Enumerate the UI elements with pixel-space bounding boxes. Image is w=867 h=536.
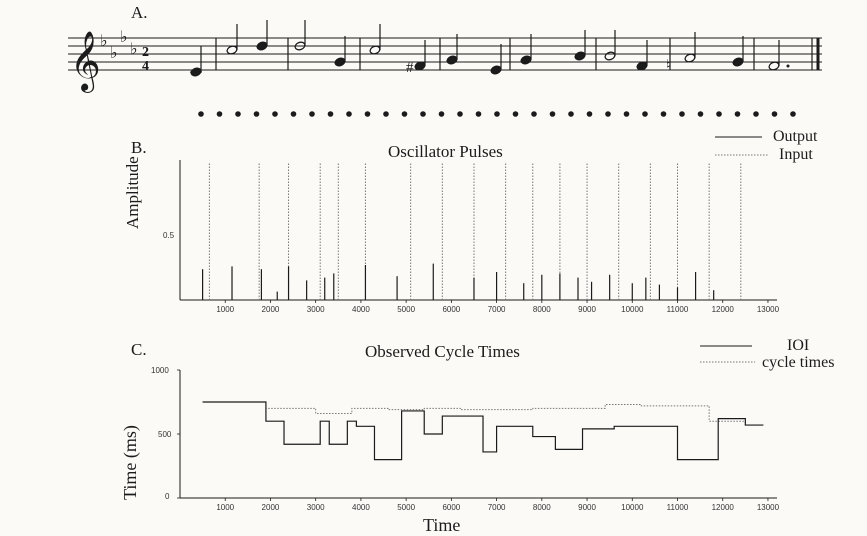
x-tick-label: 3000 <box>307 305 325 314</box>
beat-dot <box>734 111 741 117</box>
beat-dot <box>494 111 500 117</box>
x-tick-label: 13000 <box>757 305 780 314</box>
beat-dot <box>235 111 241 117</box>
beat-dot <box>512 111 519 117</box>
x-tick-label: 9000 <box>578 305 596 314</box>
x-tick-label: 2000 <box>262 503 280 512</box>
beat-dot <box>272 111 278 117</box>
x-tick-label: 11000 <box>667 503 689 512</box>
x-tick-label: 8000 <box>533 305 551 314</box>
beat-dot <box>679 111 685 117</box>
beat-dot <box>716 111 722 117</box>
panel-c-ytick-500: 500 <box>158 430 172 439</box>
beat-dot <box>642 111 648 117</box>
flat-sign: ♭ <box>120 29 128 46</box>
x-tick-label: 13000 <box>757 503 780 512</box>
x-tick-label: 4000 <box>352 503 370 512</box>
beat-dot <box>568 111 574 117</box>
beat-dot <box>198 111 204 117</box>
ioi-line <box>202 401 764 461</box>
beat-dot <box>790 111 796 117</box>
panel-c-title: Observed Cycle Times <box>365 342 520 361</box>
time-signature: 4 <box>142 59 149 74</box>
panel-c-xlabel: Time <box>423 515 461 535</box>
time-signature: 2 <box>142 45 149 60</box>
beat-dot <box>623 111 630 117</box>
beat-dot <box>531 111 537 117</box>
x-tick-label: 5000 <box>397 305 415 314</box>
flat-sign: ♭ <box>130 41 138 58</box>
panel-c-ytick-0: 0 <box>165 492 170 501</box>
x-tick-label: 8000 <box>533 503 551 512</box>
sharp-sign: # <box>406 60 414 76</box>
x-tick-label: 5000 <box>397 503 415 512</box>
beat-dot <box>771 111 778 117</box>
cycle-times-line <box>202 401 764 426</box>
beat-dot <box>216 111 223 117</box>
flat-sign: ♭ <box>110 45 118 62</box>
beat-dot <box>253 111 260 117</box>
beat-dot <box>660 111 667 117</box>
x-tick-label: 12000 <box>712 503 735 512</box>
beat-dot <box>605 111 611 117</box>
treble-clef: 𝄞 <box>70 31 101 93</box>
beat-dot <box>697 111 704 117</box>
beat-dot <box>586 111 593 117</box>
beat-dot <box>475 111 482 117</box>
beat-dot <box>327 111 334 117</box>
x-tick-label: 4000 <box>352 305 370 314</box>
x-tick-label: 7000 <box>488 503 506 512</box>
natural-sign: ♮ <box>666 58 671 74</box>
x-tick-label: 10000 <box>621 503 644 512</box>
legend-output-label: Output <box>773 128 818 145</box>
panel-a-label: A. <box>131 3 148 22</box>
beat-dot <box>401 111 408 117</box>
beat-dot <box>438 111 445 117</box>
panel-b-title: Oscillator Pulses <box>388 142 503 161</box>
beat-dot <box>549 111 556 117</box>
x-tick-label: 2000 <box>262 305 280 314</box>
legend-cycle-times-label: cycle times <box>762 354 835 371</box>
beat-dot <box>383 111 389 117</box>
panel-b-label: B. <box>131 138 147 157</box>
x-tick-label: 6000 <box>442 503 460 512</box>
dot <box>786 64 790 68</box>
beat-dot <box>346 111 352 117</box>
x-tick-label: 11000 <box>667 305 689 314</box>
x-tick-label: 3000 <box>307 503 325 512</box>
x-tick-label: 1000 <box>216 503 234 512</box>
x-tick-label: 10000 <box>621 305 644 314</box>
panel-b-ytick: 0.5 <box>163 231 175 240</box>
x-tick-label: 7000 <box>488 305 506 314</box>
panel-c-ytick-1000: 1000 <box>151 366 169 375</box>
panel-c-label: C. <box>131 340 147 359</box>
beat-dot <box>364 111 371 117</box>
x-tick-label: 1000 <box>216 305 234 314</box>
beat-dot <box>290 111 297 117</box>
beat-dot <box>420 111 426 117</box>
x-tick-label: 9000 <box>578 503 596 512</box>
beat-dot <box>309 111 315 117</box>
beat-dot <box>753 111 759 117</box>
flat-sign: ♭ <box>100 33 108 50</box>
legend-input-label: Input <box>779 146 813 163</box>
legend-ioi-label: IOI <box>787 337 810 354</box>
x-tick-label: 6000 <box>442 305 460 314</box>
beat-dot <box>457 111 463 117</box>
x-tick-label: 12000 <box>712 305 735 314</box>
